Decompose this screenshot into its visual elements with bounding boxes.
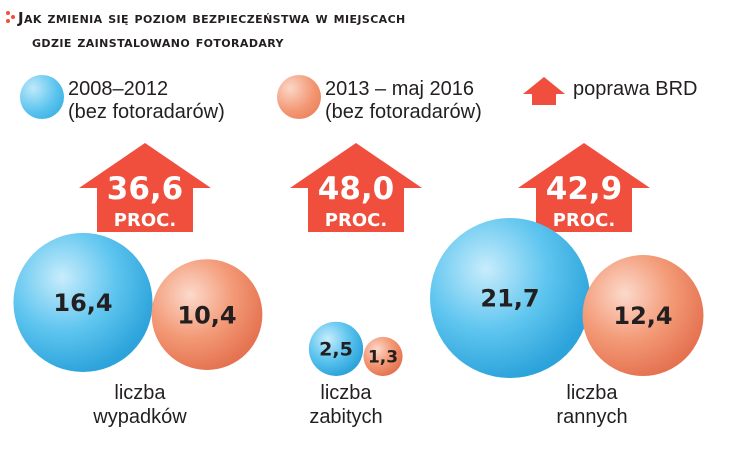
bubble-2008-2012-zabici (308, 321, 364, 376)
value-label-2013-2016-ranni: 12,4 (613, 302, 672, 330)
legend-swatch-2013-2016 (277, 75, 321, 119)
legend-improvement-arrow-icon (523, 77, 565, 105)
title-line-2: gdzie zainstalowano fotoradary (4, 30, 734, 54)
bubble-2008-2012-ranni (430, 218, 590, 378)
bubble-2013-2016-wypadki (151, 259, 263, 371)
value-label-2013-2016-wypadki: 10,4 (177, 301, 236, 329)
title-text-2: gdzie zainstalowano fotoradary (32, 33, 284, 51)
legend-swatch-2008-2012 (20, 75, 64, 119)
bubble-2013-2016-zabici (363, 336, 403, 376)
value-label-2008-2012-zabici: 2,5 (319, 339, 353, 361)
bubble-2013-2016-ranni (582, 255, 704, 376)
title-line-1: Jak zmienia się poziom bezpieczeństwa w … (4, 6, 734, 30)
improvement-unit-wypadki: PROC. (114, 210, 176, 231)
bubble-2008-2012-wypadki (13, 232, 153, 372)
value-label-2008-2012-wypadki: 16,4 (53, 289, 112, 317)
improvement-unit-ranni: PROC. (553, 210, 615, 231)
improvement-value-wypadki: 36,6 (107, 171, 184, 207)
title-text-1: Jak zmienia się poziom bezpieczeństwa w … (18, 9, 406, 27)
improvement-value-zabici: 48,0 (318, 171, 395, 207)
legend-label-2008-2012: 2008–2012 (bez fotoradarów) (68, 78, 225, 123)
chart-title: Jak zmienia się poziom bezpieczeństwa w … (4, 6, 734, 54)
category-label-zabici: liczba zabitych (309, 382, 383, 428)
improvement-arrow-zabici (290, 143, 422, 232)
value-label-2008-2012-ranni: 21,7 (480, 285, 539, 313)
improvement-unit-zabici: PROC. (325, 210, 387, 231)
legend-label-2013-2016: 2013 – maj 2016 (bez fotoradarów) (325, 78, 482, 123)
improvement-value-ranni: 42,9 (546, 171, 623, 207)
improvement-arrow-ranni (518, 143, 650, 232)
category-label-ranni: liczba rannych (556, 382, 628, 428)
title-bullet-icon (6, 11, 16, 25)
value-label-2013-2016-zabici: 1,3 (368, 348, 398, 368)
improvement-arrow-wypadki (79, 143, 211, 232)
legend-label-improvement: poprawa BRD (573, 78, 698, 100)
category-label-wypadki: liczba wypadków (93, 382, 187, 428)
